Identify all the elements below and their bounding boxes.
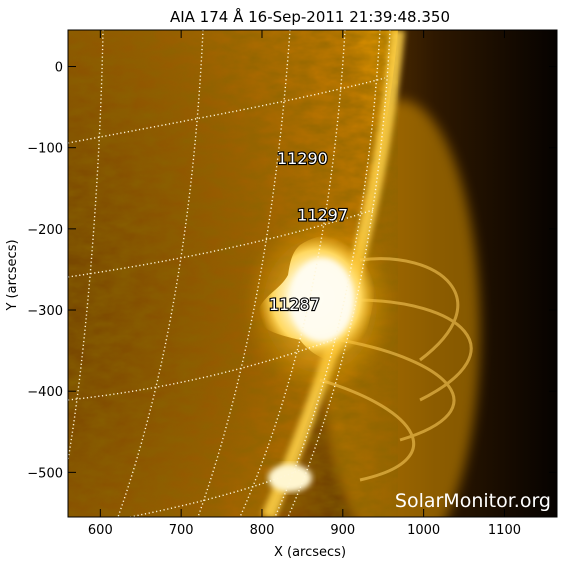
plot-area <box>68 30 557 517</box>
x-tick-label: 800 <box>250 523 275 538</box>
y-tick-label: −200 <box>27 223 63 238</box>
x-tick-label: 600 <box>88 523 113 538</box>
southern-brightening <box>268 464 312 492</box>
active-region-labels: 11290 11297 11287 <box>268 148 349 315</box>
y-tick-label: −500 <box>27 466 63 481</box>
flare-core <box>290 258 354 342</box>
y-tick-label: −100 <box>27 142 63 157</box>
heliographic-grid <box>68 30 391 517</box>
x-tick-label: 900 <box>330 523 355 538</box>
x-tick-label: 1100 <box>488 523 521 538</box>
x-tick-label: 700 <box>169 523 194 538</box>
y-tick-label: −400 <box>27 385 63 400</box>
x-axis-label: X (arcsecs) <box>274 545 346 560</box>
plot-title: AIA 174 Å 16-Sep-2011 21:39:48.350 <box>170 7 450 26</box>
active-region-label: 11287 <box>269 295 320 314</box>
active-region-label: 11290 <box>277 149 328 168</box>
x-tick-label: 1000 <box>407 523 440 538</box>
axis-ticks: 600 700 800 900 1000 1100 0 −100 −200 −300 −400 −50… <box>27 30 557 538</box>
active-region-label: 11297 <box>297 206 348 225</box>
y-tick-label: 0 <box>55 61 63 76</box>
y-axis-label: Y (arcsecs) <box>5 239 20 311</box>
plot-frame <box>67 29 558 518</box>
y-tick-label: −300 <box>27 304 63 319</box>
watermark: SolarMonitor.org <box>395 490 551 512</box>
